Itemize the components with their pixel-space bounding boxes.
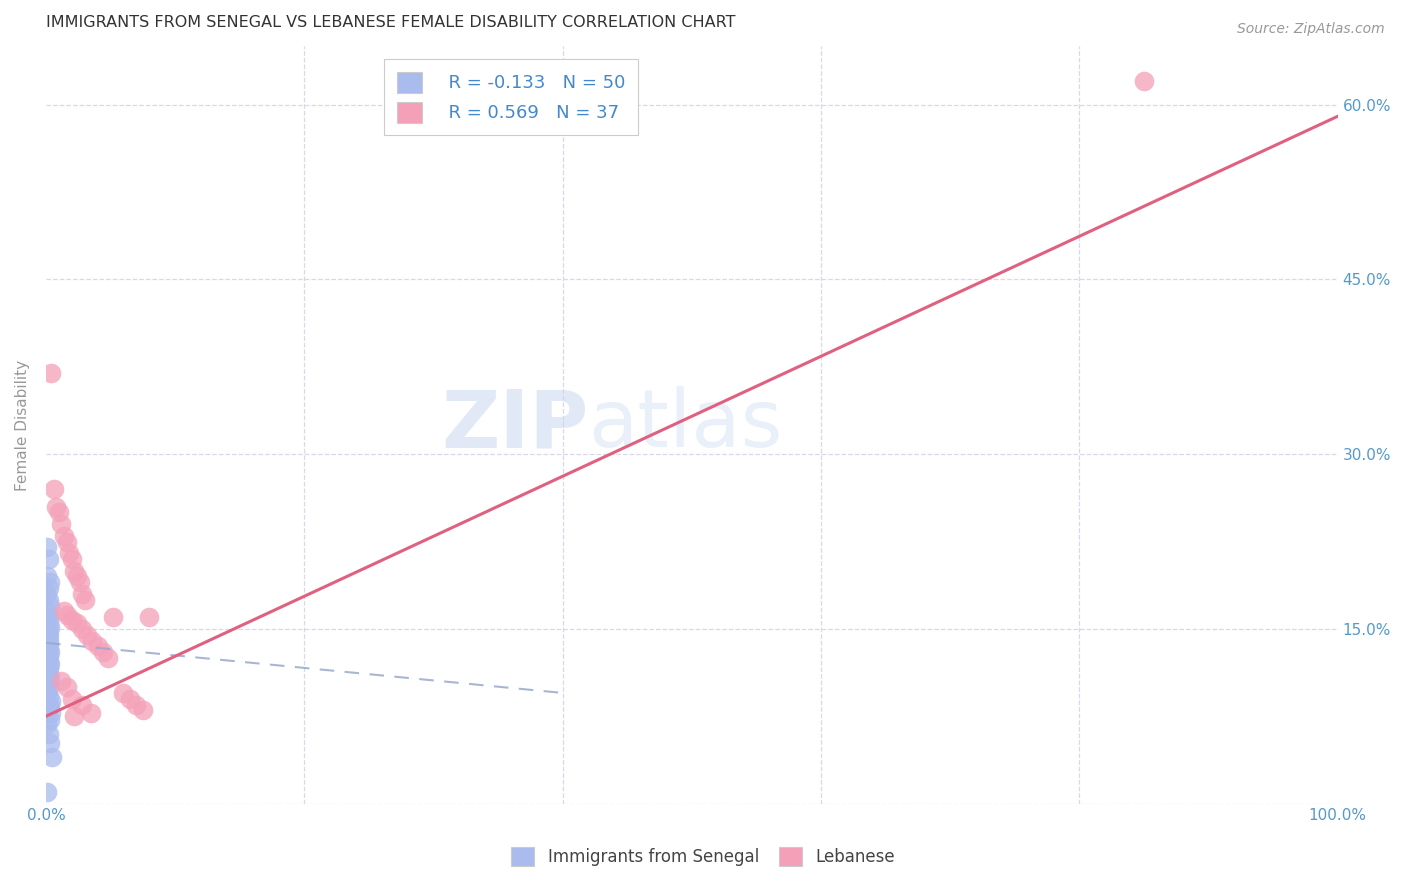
Text: atlas: atlas bbox=[589, 386, 783, 464]
Point bbox=[37, 717, 59, 731]
Point bbox=[42, 482, 65, 496]
Point bbox=[37, 622, 59, 636]
Point bbox=[55, 534, 77, 549]
Point bbox=[101, 610, 124, 624]
Point bbox=[38, 592, 60, 607]
Point bbox=[70, 698, 93, 712]
Point bbox=[97, 651, 120, 665]
Point bbox=[51, 674, 73, 689]
Point bbox=[38, 599, 60, 613]
Point bbox=[37, 675, 59, 690]
Point bbox=[82, 633, 104, 648]
Point bbox=[38, 736, 60, 750]
Point bbox=[38, 666, 60, 681]
Point bbox=[38, 633, 60, 648]
Point bbox=[38, 661, 60, 675]
Point bbox=[60, 552, 83, 566]
Point bbox=[37, 668, 59, 682]
Point bbox=[38, 698, 60, 712]
Point bbox=[48, 505, 70, 519]
Point bbox=[38, 581, 60, 595]
Point bbox=[125, 698, 148, 712]
Text: IMMIGRANTS FROM SENEGAL VS LEBANESE FEMALE DISABILITY CORRELATION CHART: IMMIGRANTS FROM SENEGAL VS LEBANESE FEMA… bbox=[46, 15, 735, 30]
Point bbox=[37, 652, 59, 666]
Point bbox=[38, 624, 60, 639]
Point bbox=[38, 680, 60, 694]
Point bbox=[38, 727, 60, 741]
Point bbox=[37, 626, 59, 640]
Point bbox=[66, 615, 89, 630]
Point bbox=[76, 628, 98, 642]
Point bbox=[132, 703, 155, 717]
Point bbox=[37, 685, 59, 699]
Text: ZIP: ZIP bbox=[441, 386, 589, 464]
Point bbox=[51, 516, 73, 531]
Point bbox=[45, 500, 67, 514]
Point bbox=[38, 673, 60, 687]
Point bbox=[80, 706, 103, 720]
Point bbox=[37, 636, 59, 650]
Point bbox=[66, 569, 89, 583]
Point bbox=[38, 552, 60, 566]
Point bbox=[38, 649, 60, 664]
Point bbox=[70, 622, 93, 636]
Point bbox=[112, 686, 135, 700]
Y-axis label: Female Disability: Female Disability bbox=[15, 359, 30, 491]
Point bbox=[91, 645, 114, 659]
Point bbox=[55, 680, 77, 694]
Point bbox=[38, 575, 60, 590]
Point bbox=[38, 645, 60, 659]
Point bbox=[38, 655, 60, 669]
Point bbox=[38, 713, 60, 727]
Point bbox=[63, 564, 86, 578]
Point bbox=[60, 691, 83, 706]
Point bbox=[37, 631, 59, 645]
Point bbox=[39, 366, 62, 380]
Point bbox=[118, 691, 141, 706]
Point bbox=[38, 643, 60, 657]
Point bbox=[138, 610, 160, 624]
Point bbox=[55, 607, 77, 622]
Point bbox=[53, 529, 76, 543]
Point bbox=[38, 638, 60, 652]
Point bbox=[1133, 74, 1156, 88]
Point bbox=[39, 706, 62, 720]
Point bbox=[38, 610, 60, 624]
Point bbox=[37, 659, 59, 673]
Point bbox=[37, 541, 59, 555]
Point bbox=[38, 690, 60, 704]
Point bbox=[58, 546, 80, 560]
Point bbox=[38, 671, 60, 685]
Point bbox=[73, 592, 96, 607]
Point bbox=[53, 604, 76, 618]
Point bbox=[69, 575, 91, 590]
Point bbox=[41, 750, 63, 764]
Point bbox=[63, 709, 86, 723]
Point bbox=[37, 648, 59, 662]
Point bbox=[38, 615, 60, 630]
Point bbox=[37, 569, 59, 583]
Point bbox=[38, 629, 60, 643]
Point bbox=[37, 664, 59, 678]
Point bbox=[37, 613, 59, 627]
Point bbox=[38, 619, 60, 633]
Legend:   R = -0.133   N = 50,   R = 0.569   N = 37: R = -0.133 N = 50, R = 0.569 N = 37 bbox=[384, 59, 638, 136]
Point bbox=[38, 657, 60, 671]
Point bbox=[37, 604, 59, 618]
Point bbox=[37, 785, 59, 799]
Point bbox=[39, 694, 62, 708]
Point bbox=[37, 640, 59, 655]
Point bbox=[86, 640, 108, 654]
Point bbox=[60, 613, 83, 627]
Text: Source: ZipAtlas.com: Source: ZipAtlas.com bbox=[1237, 22, 1385, 37]
Legend: Immigrants from Senegal, Lebanese: Immigrants from Senegal, Lebanese bbox=[505, 840, 901, 873]
Point bbox=[37, 587, 59, 601]
Point bbox=[38, 701, 60, 715]
Point bbox=[70, 587, 93, 601]
